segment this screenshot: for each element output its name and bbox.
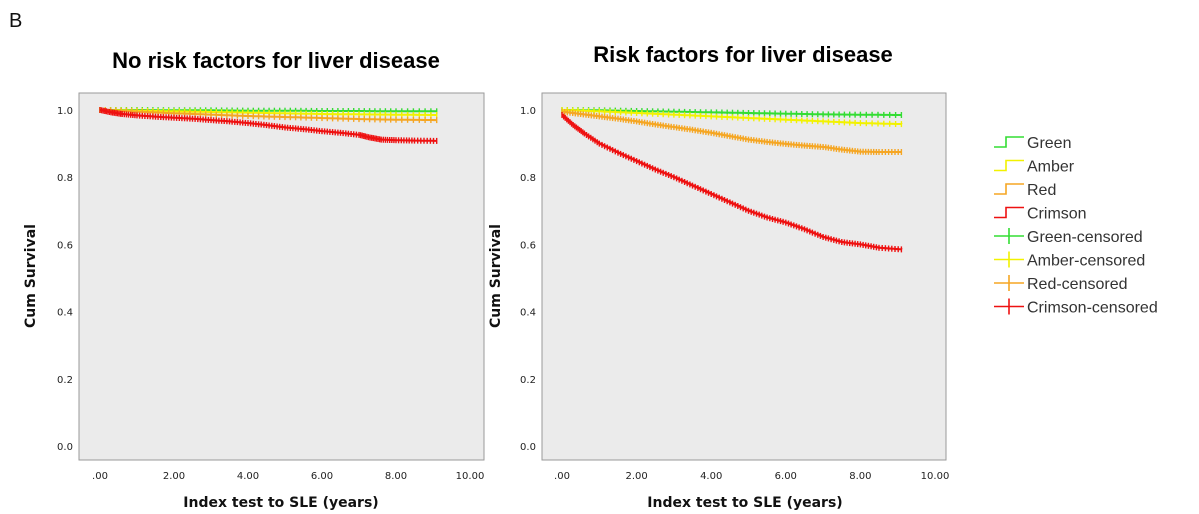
chart-right-x-tick-label: 4.00 — [700, 471, 722, 482]
chart-right-x-tick-label: 2.00 — [625, 471, 647, 482]
legend-crimson-censored-symbol — [994, 298, 1024, 315]
chart-left-x-tick-label: 4.00 — [237, 471, 259, 482]
chart-left-y-tick-label: 0.2 — [57, 375, 73, 386]
chart-left-y-tick-label: 0.8 — [57, 173, 73, 184]
chart-left-y-ticks: 0.0 0.2 0.4 0.6 0.8 1.0 — [57, 106, 73, 453]
chart-right-x-tick-label: .00 — [554, 471, 570, 482]
legend-crimson-label: Crimson — [1027, 206, 1087, 223]
chart-right-plot-area — [541, 92, 947, 461]
chart-right-y-tick-label: 0.0 — [520, 442, 536, 453]
chart-right-y-tick-label: 0.8 — [520, 173, 536, 184]
chart-left-x-ticks: .00 2.00 4.00 6.00 8.00 10.00 — [92, 471, 484, 482]
legend-green-censored-label: Green-censored — [1027, 229, 1143, 246]
chart-right-y-label: Cum Survival — [488, 224, 504, 328]
legend-amber-censored-label: Amber-censored — [1027, 253, 1145, 270]
series-amber-censor-marks — [561, 107, 903, 128]
chart-right-x-ticks: .00 2.00 4.00 6.00 8.00 10.00 — [554, 471, 949, 482]
legend-green-censored-symbol — [994, 228, 1024, 244]
chart-left-x-tick-label: 10.00 — [456, 471, 485, 482]
chart-right-y-tick-label: 1.0 — [520, 106, 536, 117]
legend-red-censored-symbol — [994, 275, 1024, 291]
legend-red-censored-label: Red-censored — [1027, 276, 1128, 293]
chart-right-series — [561, 107, 903, 253]
chart-left-x-label: Index test to SLE (years) — [183, 495, 378, 511]
legend-amber-label: Amber — [1027, 159, 1075, 176]
chart-left-x-tick-label: 8.00 — [385, 471, 407, 482]
chart-right-y-ticks: 0.0 0.2 0.4 0.6 0.8 1.0 — [520, 106, 536, 453]
legend-amber-symbol — [994, 159, 1024, 172]
chart-right-x-tick-label: 6.00 — [775, 471, 797, 482]
legend-green-symbol — [994, 136, 1024, 148]
chart-right-x-tick-label: 10.00 — [921, 471, 950, 482]
chart-left-plot-area — [78, 92, 485, 461]
chart-left-x-tick-label: 2.00 — [163, 471, 185, 482]
chart-left-y-tick-label: 1.0 — [57, 106, 73, 117]
series-crimson-censor-marks — [99, 107, 438, 144]
chart-right-y-tick-label: 0.2 — [520, 375, 536, 386]
chart-left-x-tick-label: 6.00 — [311, 471, 333, 482]
chart-right-y-tick-label: 0.6 — [520, 240, 536, 251]
legend-crimson-symbol — [994, 206, 1024, 219]
legend-amber-censored-symbol — [994, 251, 1024, 268]
chart-left-y-tick-label: 0.4 — [57, 308, 73, 319]
chart-left-title: No risk factors for liver disease — [112, 48, 440, 73]
chart-legend: Green Amber Red Crimson Green-censored Amber-… — [994, 135, 1158, 317]
chart-left-y-label: Cum Survival — [23, 224, 39, 328]
chart-left-x-tick-label: .00 — [92, 471, 108, 482]
chart-left-y-tick-label: 0.6 — [57, 240, 73, 251]
legend-red-symbol — [994, 183, 1024, 195]
chart-right-y-tick-label: 0.4 — [520, 308, 536, 319]
chart-left-y-tick-label: 0.0 — [57, 442, 73, 453]
chart-left-series — [99, 107, 438, 144]
chart-right-x-tick-label: 8.00 — [849, 471, 871, 482]
chart-left: No risk factors for liver disease 0.0 0.2… — [23, 48, 485, 511]
series-crimson-censor-marks — [561, 112, 903, 253]
series-red-censor-marks — [561, 108, 903, 155]
legend-red-label: Red — [1027, 182, 1056, 199]
legend-crimson-censored-label: Crimson-censored — [1027, 300, 1158, 317]
chart-right-title: Risk factors for liver disease — [593, 42, 893, 67]
legend-green-label: Green — [1027, 135, 1071, 152]
chart-right: Risk factors for liver disease 0.0 0.2 0.4… — [488, 42, 949, 511]
series-red-line — [100, 109, 437, 122]
panel-label: B — [9, 10, 23, 32]
chart-right-x-label: Index test to SLE (years) — [647, 495, 842, 511]
